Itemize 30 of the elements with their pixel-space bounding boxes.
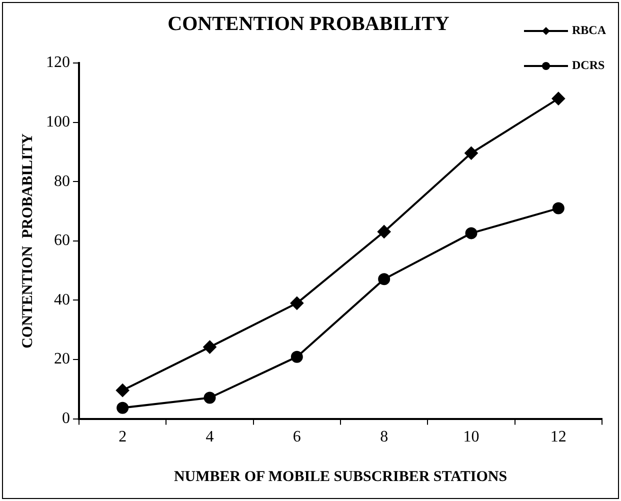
x-tick-label: 6: [292, 428, 301, 446]
x-tick-label: 2: [118, 428, 127, 446]
point: [116, 384, 130, 397]
y-tick-label: 0: [62, 410, 70, 428]
point: [290, 350, 303, 363]
x-tick-label: 4: [206, 428, 214, 446]
point: [552, 202, 564, 214]
point: [378, 225, 391, 238]
legend-label: RBCA: [572, 23, 606, 38]
x-axis-title: NUMBER OF MOBILE SUBSCRIBER STATIONS: [174, 468, 508, 485]
point: [464, 146, 478, 160]
y-tick-label: 100: [46, 114, 70, 131]
y-tick-label: 80: [54, 172, 70, 190]
point: [203, 340, 216, 354]
y-axis-title: CONTENTION PROBABILITY: [20, 133, 36, 348]
point: [378, 273, 390, 286]
point: [290, 296, 304, 310]
y-tick-label: 40: [54, 291, 70, 308]
y-tick-label: 20: [54, 350, 70, 368]
point: [465, 227, 478, 240]
x-tick-label: 8: [380, 428, 388, 446]
point: [552, 92, 565, 106]
y-tick-label: 60: [54, 232, 70, 250]
legend-label: DCRS: [572, 58, 605, 72]
point: [204, 392, 216, 404]
y-tick-label: 120: [46, 54, 70, 72]
chart-title: CONTENTION PROBABILITY: [168, 13, 450, 36]
x-tick-label: 12: [550, 428, 566, 446]
x-tick-label: 10: [463, 428, 480, 446]
point: [116, 402, 129, 414]
